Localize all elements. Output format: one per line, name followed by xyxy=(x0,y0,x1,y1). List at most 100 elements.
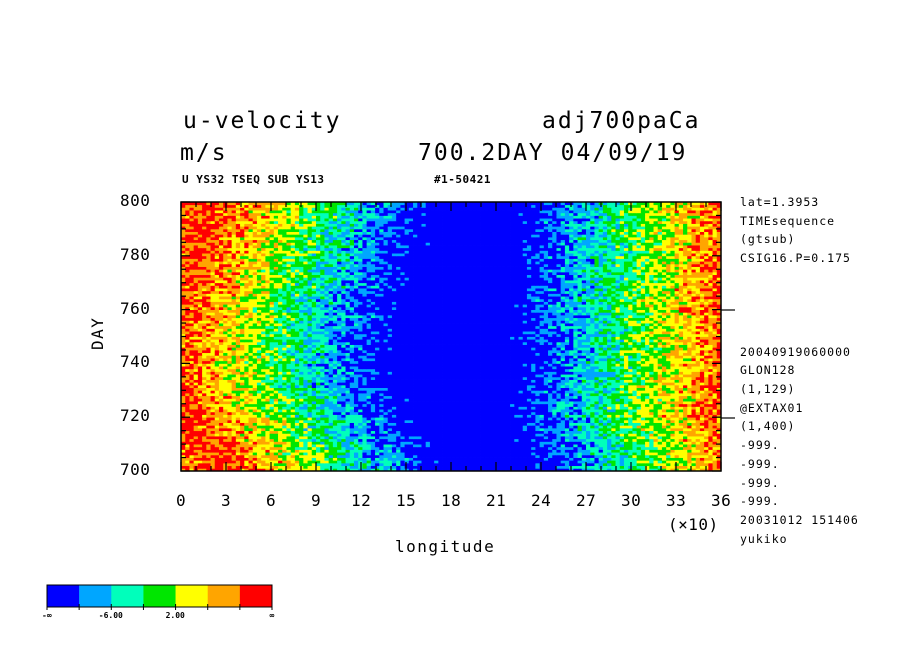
heatmap-cell xyxy=(337,460,342,464)
heatmap-cell xyxy=(467,371,473,375)
heatmap-cell xyxy=(628,403,633,407)
heatmap-cell xyxy=(438,468,443,472)
heatmap-cell xyxy=(598,379,604,383)
heatmap-cell xyxy=(514,427,519,432)
heatmap-cell xyxy=(442,414,448,418)
heatmap-cell xyxy=(552,382,557,386)
heatmap-cell xyxy=(577,430,583,434)
heatmap-cell xyxy=(598,422,604,426)
heatmap-cell xyxy=(375,382,380,386)
heatmap-cell xyxy=(417,395,422,399)
heatmap-cell xyxy=(628,414,633,418)
heatmap-cell xyxy=(189,427,195,432)
heatmap-cell xyxy=(564,452,570,456)
heatmap-cell xyxy=(311,376,317,380)
heatmap-cell xyxy=(227,444,233,448)
heatmap-cell xyxy=(261,390,266,394)
heatmap-cell xyxy=(649,425,654,429)
heatmap-cell xyxy=(362,374,368,378)
heatmap-cell xyxy=(514,398,519,402)
heatmap-cell xyxy=(400,398,405,402)
heatmap-cell xyxy=(358,460,363,464)
heatmap-cell xyxy=(691,409,697,413)
heatmap-cell xyxy=(510,433,515,437)
heatmap-cell xyxy=(240,446,245,450)
heatmap-cell xyxy=(218,398,224,402)
heatmap-cell xyxy=(505,387,511,391)
heatmap-cell xyxy=(400,390,405,394)
heatmap-cell xyxy=(543,401,549,405)
heatmap-cell xyxy=(472,454,477,458)
heatmap-cell xyxy=(531,390,536,394)
heatmap-cell xyxy=(657,430,663,434)
heatmap-cell xyxy=(425,454,431,458)
heatmap-cell xyxy=(261,452,266,456)
heatmap-cell xyxy=(206,384,211,389)
heatmap-cell xyxy=(459,384,465,389)
heatmap-cell xyxy=(649,406,654,410)
heatmap-cell xyxy=(261,409,266,413)
heatmap-cell xyxy=(244,409,249,413)
heatmap-cell xyxy=(256,417,262,421)
heatmap-cell xyxy=(273,390,279,394)
heatmap-cell xyxy=(294,366,300,370)
heatmap-cell xyxy=(607,390,612,394)
heatmap-cell xyxy=(214,444,220,448)
heatmap-cell xyxy=(674,401,680,405)
heatmap-cell xyxy=(683,390,688,394)
heatmap-cell xyxy=(341,384,346,389)
heatmap-cell xyxy=(556,425,562,429)
heatmap-cell xyxy=(484,441,490,445)
heatmap-cell xyxy=(286,398,292,402)
heatmap-cell xyxy=(581,395,587,399)
heatmap-cell xyxy=(539,371,545,375)
heatmap-cell xyxy=(645,460,650,464)
heatmap-cell xyxy=(231,441,237,445)
heatmap-cell xyxy=(345,392,351,397)
heatmap-cell xyxy=(358,382,363,386)
heatmap-cell xyxy=(628,438,633,442)
heatmap-cell xyxy=(278,366,283,370)
heatmap-cell xyxy=(328,457,334,461)
heatmap-cell xyxy=(645,403,650,407)
heatmap-cell xyxy=(581,436,587,440)
heatmap-cell xyxy=(451,414,456,418)
heatmap-cell xyxy=(261,398,266,402)
heatmap-cell xyxy=(265,414,270,418)
heatmap-cell xyxy=(712,462,718,467)
heatmap-cell xyxy=(569,452,574,456)
heatmap-cell xyxy=(649,449,654,453)
heatmap-cell xyxy=(349,465,355,469)
heatmap-cell xyxy=(434,460,439,464)
heatmap-cell xyxy=(231,452,237,456)
heatmap-cell xyxy=(408,390,414,394)
heatmap-cell xyxy=(518,401,524,405)
heatmap-cell xyxy=(573,425,578,429)
heatmap-cell xyxy=(442,468,448,472)
heatmap-cell xyxy=(488,449,494,453)
heatmap-cell xyxy=(366,366,372,370)
heatmap-cell xyxy=(252,427,258,432)
heatmap-cell xyxy=(488,430,494,434)
heatmap-cell xyxy=(370,387,376,391)
heatmap-cell xyxy=(683,382,688,386)
heatmap-cell xyxy=(543,430,549,434)
heatmap-cell xyxy=(594,395,600,399)
heatmap-cell xyxy=(358,374,363,378)
heatmap-cell xyxy=(556,449,562,453)
heatmap-cell xyxy=(636,398,642,402)
heatmap-cell xyxy=(299,382,304,386)
heatmap-cell xyxy=(299,438,304,442)
heatmap-cell xyxy=(446,406,452,410)
heatmap-cell xyxy=(636,425,642,429)
heatmap-cell xyxy=(324,438,330,442)
heatmap-cell xyxy=(417,433,422,437)
heatmap-cell xyxy=(476,401,481,405)
heatmap-cell xyxy=(197,406,203,410)
heatmap-cell xyxy=(214,392,220,397)
heatmap-cell xyxy=(218,376,224,380)
heatmap-cell xyxy=(252,438,258,442)
heatmap-cell xyxy=(244,382,249,386)
heatmap-cell xyxy=(602,433,608,437)
heatmap-cell xyxy=(370,446,376,450)
